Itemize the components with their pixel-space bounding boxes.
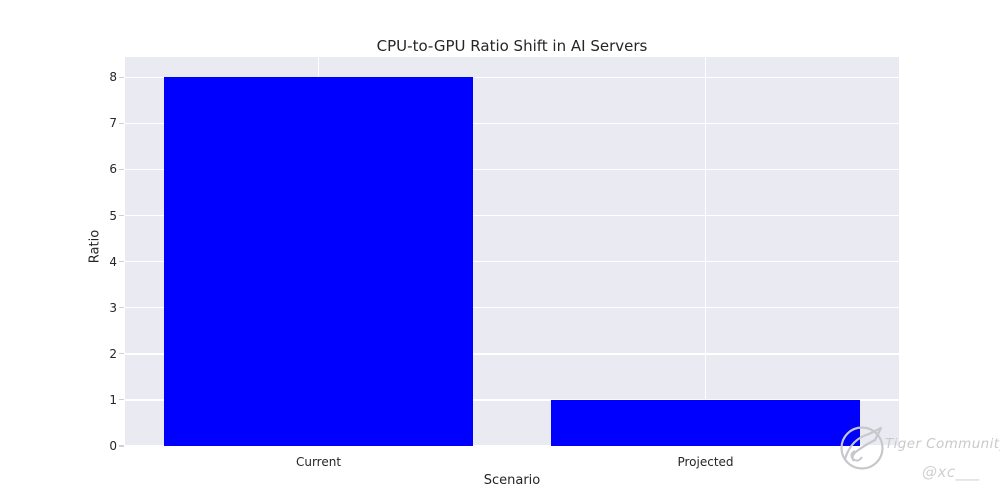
x-tick-label-projected: Projected — [677, 455, 734, 469]
gridline-y-2 — [125, 353, 899, 355]
y-tick-mark — [119, 399, 124, 401]
y-tick-label-3: 3 — [109, 300, 117, 315]
gridline-y-7 — [125, 122, 899, 125]
watermark: Tiger Community @xc___ — [835, 421, 1000, 491]
y-tick-mark — [119, 214, 124, 217]
y-tick-label-7: 7 — [109, 116, 117, 131]
gridline-y-8 — [125, 76, 899, 78]
y-tick-mark — [119, 353, 124, 355]
y-tick-label-8: 8 — [109, 70, 117, 85]
y-tick-label-1: 1 — [109, 392, 117, 407]
y-tick-mark — [119, 307, 124, 309]
tiger-community-logo-icon — [840, 426, 884, 470]
y-tick-mark — [119, 122, 124, 124]
gridline-y-6 — [125, 168, 899, 171]
gridline-y-3 — [125, 307, 899, 309]
gridline-x-projected — [704, 57, 707, 446]
chart-title: CPU-to-GPU Ratio Shift in AI Servers — [376, 37, 648, 55]
plot-area — [125, 57, 899, 447]
x-tick-label-current: Current — [295, 455, 342, 469]
gridline-y-4 — [125, 260, 899, 263]
bar-projected — [550, 399, 861, 446]
gridline-y-1 — [125, 399, 899, 401]
y-tick-label-4: 4 — [109, 254, 117, 269]
y-tick-mark — [119, 261, 124, 263]
watermark-brand: Tiger Community — [885, 436, 1000, 452]
bar-current — [163, 77, 474, 446]
y-tick-mark — [119, 168, 124, 171]
y-tick-mark — [119, 445, 124, 447]
y-tick-label-0: 0 — [109, 439, 117, 453]
x-axis-label: Scenario — [483, 473, 541, 488]
y-tick-label-6: 6 — [109, 162, 117, 177]
gridline-y-5 — [125, 214, 899, 217]
gridline-y-0 — [125, 445, 899, 447]
y-tick-mark — [119, 76, 124, 78]
y-tick-label-2: 2 — [109, 346, 117, 361]
y-axis-label: Ratio — [87, 229, 103, 264]
watermark-handle: @xc___ — [922, 463, 980, 481]
y-tick-label-5: 5 — [109, 208, 117, 223]
